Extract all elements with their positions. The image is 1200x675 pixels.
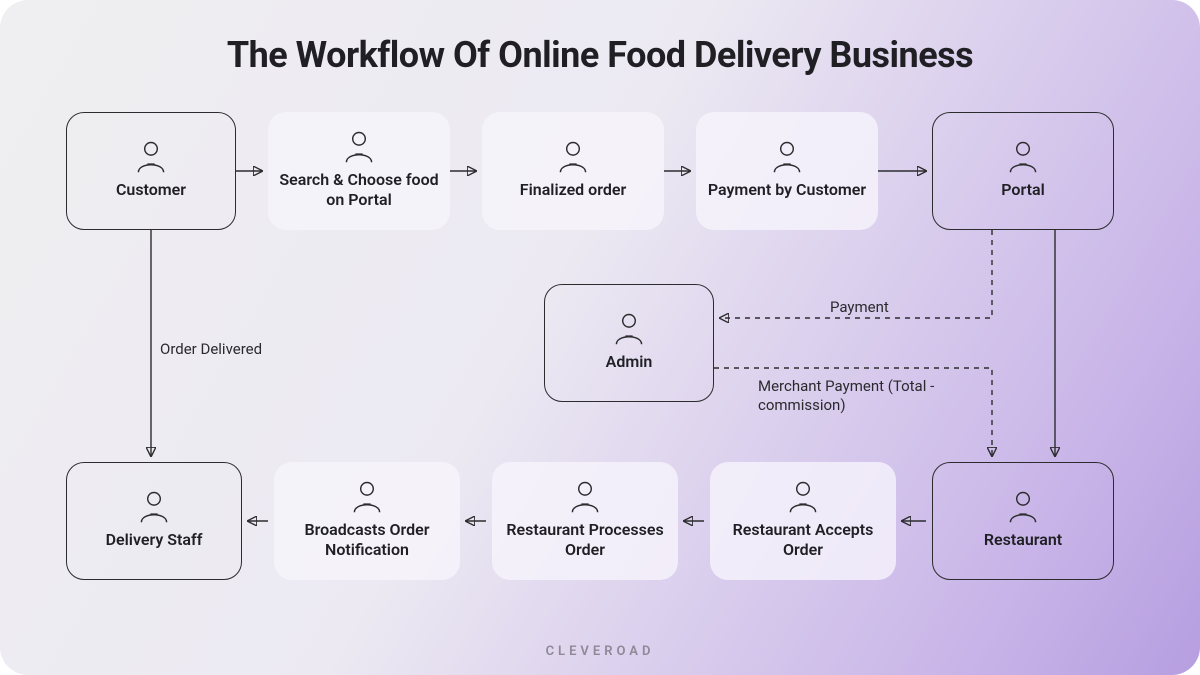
diagram-title: The Workflow Of Online Food Delivery Bus…	[0, 34, 1200, 76]
node-label: Restaurant	[984, 530, 1062, 550]
node-label: Finalized order	[520, 180, 626, 200]
person-icon	[769, 138, 805, 174]
edge-label-e5: Order Delivered	[160, 340, 262, 359]
node-search-choose: Search & Choose food on Portal	[268, 112, 450, 230]
node-broadcasts-notif: Broadcasts Order Notification	[274, 462, 460, 580]
node-label: Restaurant Processes Order	[502, 520, 668, 561]
person-icon	[1005, 488, 1041, 524]
node-label: Admin	[606, 352, 653, 372]
node-label: Payment by Customer	[708, 180, 866, 200]
person-icon	[133, 138, 169, 174]
person-icon	[555, 138, 591, 174]
edge-label-e7: Payment	[830, 298, 889, 317]
person-icon	[567, 478, 603, 514]
title-text: The Workflow Of Online Food Delivery Bus…	[227, 34, 973, 76]
person-icon	[136, 488, 172, 524]
person-icon	[341, 128, 377, 164]
node-restaurant-accepts: Restaurant Accepts Order	[710, 462, 896, 580]
node-label: Portal	[1001, 180, 1045, 200]
person-icon	[1005, 138, 1041, 174]
node-restaurant-processes: Restaurant Processes Order	[492, 462, 678, 580]
node-portal: Portal	[932, 112, 1114, 230]
footer-brand: CLEVEROAD	[0, 644, 1200, 659]
node-label: Delivery Staff	[106, 530, 203, 550]
node-restaurant: Restaurant	[932, 462, 1114, 580]
node-delivery-staff: Delivery Staff	[66, 462, 242, 580]
footer-text: CLEVEROAD	[546, 644, 655, 659]
node-finalized-order: Finalized order	[482, 112, 664, 230]
person-icon	[611, 310, 647, 346]
node-customer: Customer	[66, 112, 236, 230]
node-label: Restaurant Accepts Order	[720, 520, 886, 561]
edge-label-e8: Merchant Payment (Total - commission)	[758, 377, 988, 415]
person-icon	[349, 478, 385, 514]
node-payment-by-customer: Payment by Customer	[696, 112, 878, 230]
node-label: Search & Choose food on Portal	[278, 170, 440, 211]
diagram-canvas: The Workflow Of Online Food Delivery Bus…	[0, 0, 1200, 675]
node-label: Customer	[116, 180, 186, 200]
person-icon	[785, 478, 821, 514]
node-admin: Admin	[544, 284, 714, 402]
node-label: Broadcasts Order Notification	[284, 520, 450, 561]
